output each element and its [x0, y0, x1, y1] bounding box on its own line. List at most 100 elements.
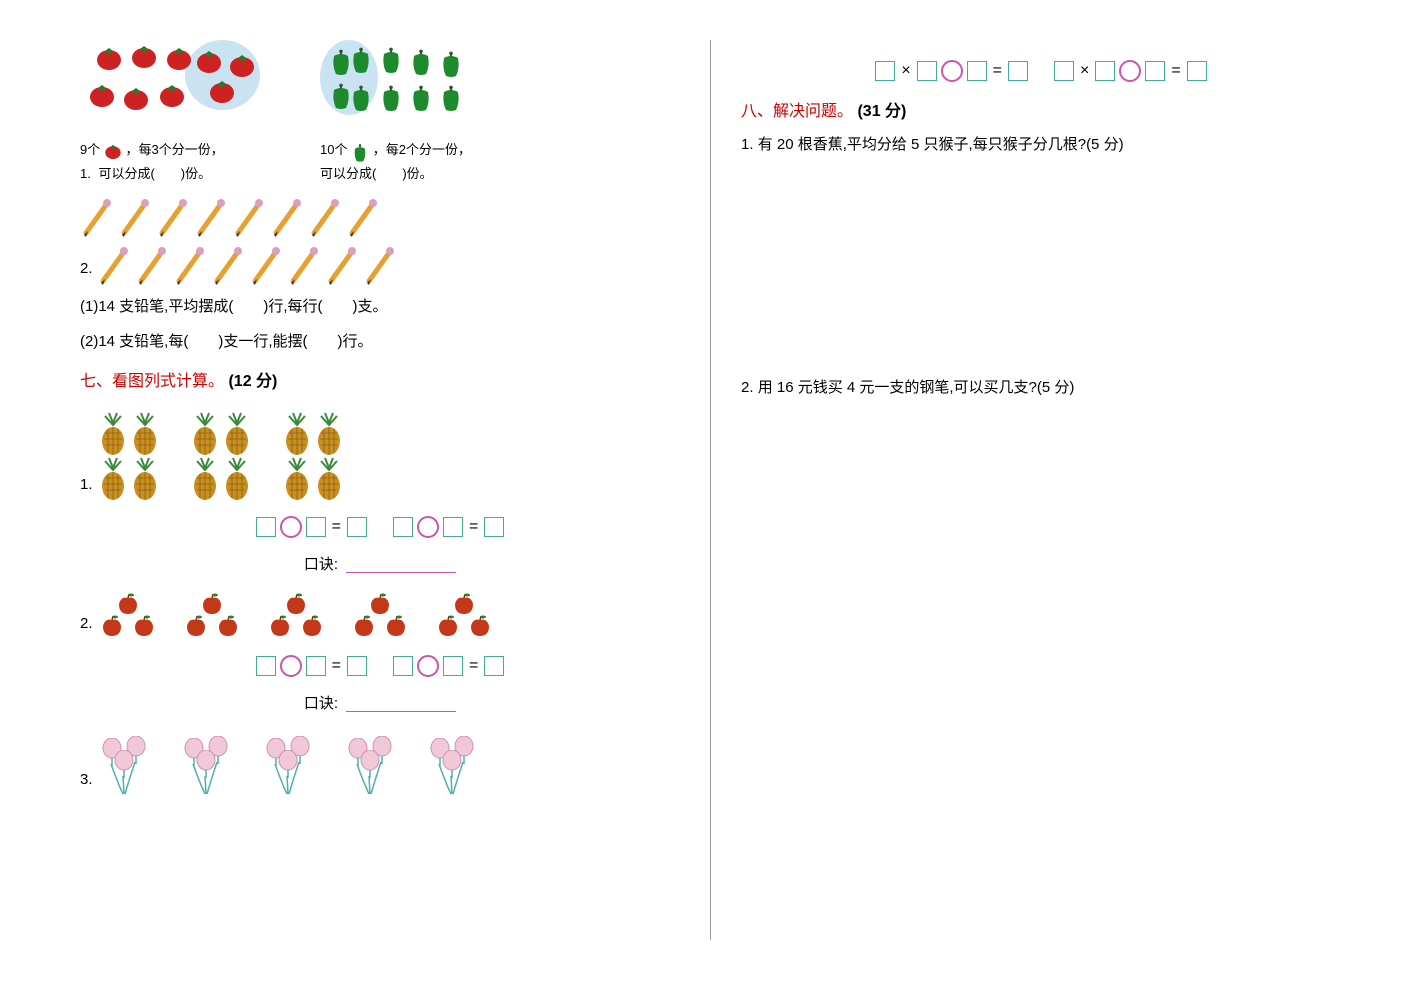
eq-box-icon — [306, 517, 326, 537]
eq-circle-icon — [417, 516, 439, 538]
eq-box-icon — [1145, 61, 1165, 81]
balloon-groups — [97, 736, 485, 796]
pepper-icon — [348, 46, 374, 74]
fruit-row: 9个 ，每3个分一份， 1. 可以分成( )份。 — [80, 40, 680, 182]
apple-icon — [299, 614, 325, 638]
pepper-group — [320, 40, 500, 135]
apple-icon — [351, 614, 377, 638]
pineapple-icon — [221, 456, 253, 501]
blank-space-1 — [741, 166, 1341, 366]
prefix-1: 1. — [80, 166, 91, 181]
pencil-icon — [173, 245, 205, 285]
pepper-icon — [378, 46, 404, 74]
eq-box-icon — [1008, 61, 1028, 81]
koujue-label: 口诀: — [304, 695, 338, 712]
tomato-icon — [165, 45, 193, 70]
tomato-caption: 9个 ，每3个分一份， — [80, 139, 224, 159]
eq-box-icon — [306, 656, 326, 676]
prefix-s7-2: 2. — [80, 615, 93, 632]
section-7-title: 七、看图列式计算。 (12 分) — [80, 367, 680, 391]
prefix-2: 2. — [80, 260, 93, 277]
apple-cluster — [265, 592, 327, 640]
right-column: × = × = 八、解决问题。 (31 分) 1. 有 20 根香蕉,平均分给 … — [741, 40, 1341, 940]
pencil-icon — [80, 197, 112, 237]
tomato-group — [80, 40, 260, 135]
tomato-icon — [122, 85, 150, 110]
tomato-icon — [195, 48, 223, 73]
apple-icon — [451, 592, 477, 616]
koujue-blank-line — [346, 557, 456, 573]
apple-icon — [131, 614, 157, 638]
pineapple-icon — [313, 411, 345, 456]
s8-q2-text: 用 16 元钱买 4 元一支的钢笔,可以买几支?(5 分) — [758, 379, 1075, 396]
balloon-cluster — [425, 736, 485, 796]
s8-q1-text: 有 20 根香蕉,平均分给 5 只猴子,每只猴子分几根?(5 分) — [758, 136, 1124, 153]
pepper-icon — [438, 50, 464, 78]
apple-cluster — [181, 592, 243, 640]
pineapple-groups — [97, 411, 345, 501]
koujue-2: 口诀: — [80, 692, 680, 713]
pineapple-icon — [281, 456, 313, 501]
s8-q1-prefix: 1. — [741, 136, 754, 153]
pepper-icon — [408, 84, 434, 112]
eq-circle-icon — [280, 655, 302, 677]
s8-points: (31 分) — [857, 103, 906, 120]
eq-equals: = — [469, 657, 478, 675]
apple-icon — [199, 592, 225, 616]
koujue-1: 口诀: — [80, 553, 680, 574]
eq-box-icon — [393, 656, 413, 676]
eq-equals: = — [332, 518, 341, 536]
eq-box-icon — [256, 656, 276, 676]
eq-mult: × — [901, 62, 910, 80]
tomato-desc: ，每3个分一份， — [125, 142, 223, 157]
apple-cluster — [97, 592, 159, 640]
s8-q2: 2. 用 16 元钱买 4 元一支的钢笔,可以买几支?(5 分) — [741, 374, 1341, 401]
pineapple-icon — [189, 411, 221, 456]
pencil-icon — [135, 245, 167, 285]
pepper-block: 10个 ，每2个分一份， 可以分成( )份。 — [320, 40, 500, 182]
pineapple-group — [189, 411, 253, 501]
eq-box-icon — [393, 517, 413, 537]
page: 9个 ，每3个分一份， 1. 可以分成( )份。 — [0, 0, 1421, 980]
eq-box-icon — [347, 517, 367, 537]
pencil-icon — [211, 245, 243, 285]
pencil-q1: (1)14 支铅笔,平均摆成( )行,每行( )支。 — [80, 293, 680, 320]
balloon-cluster — [97, 736, 157, 796]
pencil-icon — [232, 197, 264, 237]
eq-equals: = — [332, 657, 341, 675]
eq-equals: = — [469, 518, 478, 536]
pepper-inline-icon — [351, 143, 369, 159]
eq-box-icon — [256, 517, 276, 537]
pencil-row-2 — [97, 245, 395, 285]
s7-points: (12 分) — [228, 373, 277, 390]
pepper-count: 10个 — [320, 142, 347, 157]
apple-cluster — [433, 592, 495, 640]
eq-box-icon — [347, 656, 367, 676]
apple-icon — [367, 592, 393, 616]
apple-wrap: 2. — [80, 582, 680, 640]
pepper-q: 可以分成( )份。 — [320, 163, 433, 182]
s8-title-text: 八、解决问题。 — [741, 103, 853, 120]
eq-box-icon — [875, 61, 895, 81]
eq-mult: × — [1080, 62, 1089, 80]
apple-icon — [99, 614, 125, 638]
pineapple-icon — [313, 456, 345, 501]
pineapple-icon — [129, 411, 161, 456]
pepper-desc: ，每2个分一份， — [373, 142, 471, 157]
balloon-wrap: 3. — [80, 721, 680, 796]
pencil-icon — [308, 197, 340, 237]
tomato-block: 9个 ，每3个分一份， 1. 可以分成( )份。 — [80, 40, 260, 182]
prefix-s7-1: 1. — [80, 476, 93, 493]
apple-icon — [383, 614, 409, 638]
eq-box-icon — [443, 517, 463, 537]
eq-circle-icon — [1119, 60, 1141, 82]
koujue-label: 口诀: — [304, 556, 338, 573]
eq-box-icon — [917, 61, 937, 81]
apple-icon — [283, 592, 309, 616]
eq-row-2: = = — [80, 655, 680, 677]
prefix-s7-3: 3. — [80, 771, 93, 788]
pepper-icon — [438, 84, 464, 112]
pencil-icon — [363, 245, 395, 285]
tomato-count: 9个 — [80, 142, 100, 157]
pencil-icon — [270, 197, 302, 237]
